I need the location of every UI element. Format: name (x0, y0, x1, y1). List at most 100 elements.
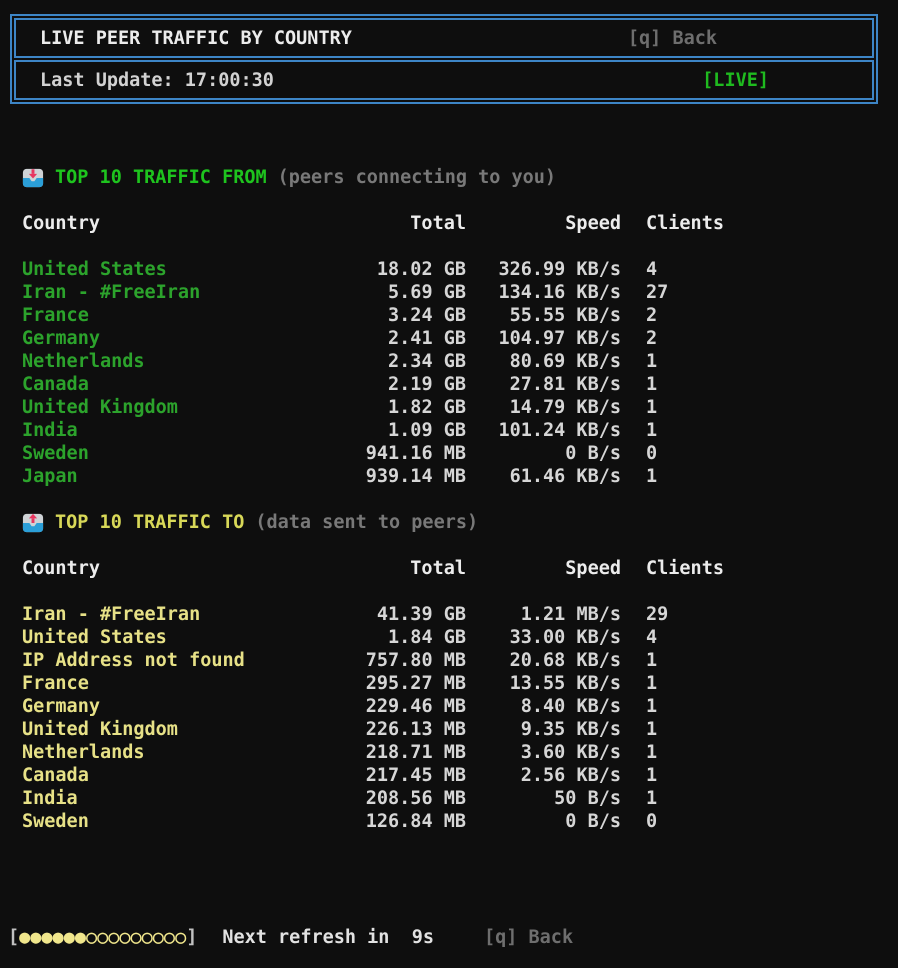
country-cell: Canada (22, 765, 89, 786)
clients-cell: 29 (646, 604, 669, 625)
total-cell: 1.84 GB (388, 627, 466, 648)
country-cell: India (22, 788, 78, 809)
refresh-countdown-text: Next refresh in 9s (222, 927, 434, 948)
country-cell: Canada (22, 374, 89, 395)
table-row: France 3.24 GB 55.55 KB/s 2 (22, 304, 888, 327)
country-cell: Netherlands (22, 351, 145, 372)
footer-bar: [ ●●●●●● ○○○○○○○○○ ] Next refresh in 9s … (8, 926, 573, 949)
country-cell: Sweden (22, 811, 89, 832)
table-row: United States 1.84 GB 33.00 KB/s 4 (22, 626, 888, 649)
total-cell: 41.39 GB (376, 604, 466, 625)
clients-cell: 1 (646, 696, 658, 717)
table-row: United States 18.02 GB 326.99 KB/s 4 (22, 258, 888, 281)
total-cell: 126.84 MB (365, 811, 466, 832)
country-cell: Germany (22, 696, 100, 717)
main-content: TOP 10 TRAFFIC FROM (peers connecting to… (22, 108, 888, 833)
table-row: Sweden 941.16 MB 0 B/s 0 (22, 442, 888, 465)
total-cell: 2.34 GB (388, 351, 466, 372)
table-row: Iran - #FreeIran 5.69 GB 134.16 KB/s 27 (22, 281, 888, 304)
total-cell: 941.16 MB (365, 443, 466, 464)
table-row: Canada 217.45 MB 2.56 KB/s 1 (22, 764, 888, 787)
table-row: India 208.56 MB 50 B/s 1 (22, 787, 888, 810)
progress-dots-filled: ●●●●●● (19, 927, 86, 948)
last-update-text: Last Update: 17:00:30 (40, 69, 274, 91)
speed-cell: 101.24 KB/s (498, 420, 621, 441)
clients-cell: 1 (646, 742, 658, 763)
column-header-total: Total (410, 213, 466, 234)
clients-cell: 1 (646, 788, 658, 809)
table-row: Netherlands 2.34 GB 80.69 KB/s 1 (22, 350, 888, 373)
speed-cell: 104.97 KB/s (498, 328, 621, 349)
speed-cell: 1.21 MB/s (520, 604, 621, 625)
clients-cell: 1 (646, 374, 658, 395)
column-header-total: Total (410, 558, 466, 579)
total-cell: 5.69 GB (388, 282, 466, 303)
speed-cell: 2.56 KB/s (520, 765, 621, 786)
speed-cell: 61.46 KB/s (509, 466, 621, 487)
header-panel: LIVE PEER TRAFFIC BY COUNTRY [q] Back La… (10, 14, 878, 104)
title-bar: LIVE PEER TRAFFIC BY COUNTRY [q] Back (14, 18, 874, 58)
inbox-tray-icon (22, 168, 44, 187)
table-row: France 295.27 MB 13.55 KB/s 1 (22, 672, 888, 695)
table-row: United Kingdom 226.13 MB 9.35 KB/s 1 (22, 718, 888, 741)
country-cell: France (22, 673, 89, 694)
total-cell: 18.02 GB (376, 259, 466, 280)
column-header-country: Country (22, 558, 100, 579)
table-row: Japan 939.14 MB 61.46 KB/s 1 (22, 465, 888, 488)
section-traffic-to-title: TOP 10 TRAFFIC TO (data sent to peers) (22, 511, 888, 534)
clients-cell: 0 (646, 811, 658, 832)
progress-bracket-right: ] (186, 927, 198, 948)
clients-cell: 1 (646, 719, 658, 740)
speed-cell: 80.69 KB/s (509, 351, 621, 372)
total-cell: 2.41 GB (388, 328, 466, 349)
total-cell: 939.14 MB (365, 466, 466, 487)
speed-cell: 134.16 KB/s (498, 282, 621, 303)
column-header-clients: Clients (646, 558, 724, 579)
speed-cell: 14.79 KB/s (509, 397, 621, 418)
clients-cell: 4 (646, 627, 658, 648)
total-cell: 295.27 MB (365, 673, 466, 694)
speed-cell: 50 B/s (554, 788, 621, 809)
back-key-hint[interactable]: [q] Back (483, 927, 574, 948)
table-row: Germany 229.46 MB 8.40 KB/s 1 (22, 695, 888, 718)
table-to-body: Iran - #FreeIran 41.39 GB 1.21 MB/s 29 U… (22, 603, 888, 833)
column-header-clients: Clients (646, 213, 724, 234)
clients-cell: 1 (646, 420, 658, 441)
section-subtitle: (peers connecting to you) (277, 167, 557, 188)
speed-cell: 55.55 KB/s (509, 305, 621, 326)
country-cell: United States (22, 259, 167, 280)
speed-cell: 8.40 KB/s (520, 696, 621, 717)
speed-cell: 0 B/s (565, 811, 621, 832)
table-row: IP Address not found 757.80 MB 20.68 KB/… (22, 649, 888, 672)
clients-cell: 4 (646, 259, 658, 280)
column-header-country: Country (22, 213, 100, 234)
country-cell: Germany (22, 328, 100, 349)
section-title: TOP 10 TRAFFIC TO (55, 512, 245, 533)
speed-cell: 27.81 KB/s (509, 374, 621, 395)
total-cell: 208.56 MB (365, 788, 466, 809)
live-badge: [LIVE] (702, 69, 769, 91)
table-row: United Kingdom 1.82 GB 14.79 KB/s 1 (22, 396, 888, 419)
speed-cell: 3.60 KB/s (520, 742, 621, 763)
progress-bracket-left: [ (8, 927, 20, 948)
section-title: TOP 10 TRAFFIC FROM (55, 167, 267, 188)
table-from-header: Country Total Speed Clients (22, 212, 888, 235)
table-row: Netherlands 218.71 MB 3.60 KB/s 1 (22, 741, 888, 764)
country-cell: United Kingdom (22, 719, 178, 740)
country-cell: IP Address not found (22, 650, 245, 671)
status-bar: Last Update: 17:00:30 [LIVE] (14, 60, 874, 100)
clients-cell: 2 (646, 305, 658, 326)
table-row: Sweden 126.84 MB 0 B/s 0 (22, 810, 888, 833)
country-cell: Iran - #FreeIran (22, 604, 201, 625)
section-traffic-from-title: TOP 10 TRAFFIC FROM (peers connecting to… (22, 166, 888, 189)
country-cell: France (22, 305, 89, 326)
clients-cell: 1 (646, 765, 658, 786)
speed-cell: 0 B/s (565, 443, 621, 464)
back-key-hint[interactable]: [q] Back (627, 27, 717, 49)
country-cell: United Kingdom (22, 397, 178, 418)
country-cell: United States (22, 627, 167, 648)
speed-cell: 9.35 KB/s (520, 719, 621, 740)
table-row: India 1.09 GB 101.24 KB/s 1 (22, 419, 888, 442)
country-cell: India (22, 420, 78, 441)
